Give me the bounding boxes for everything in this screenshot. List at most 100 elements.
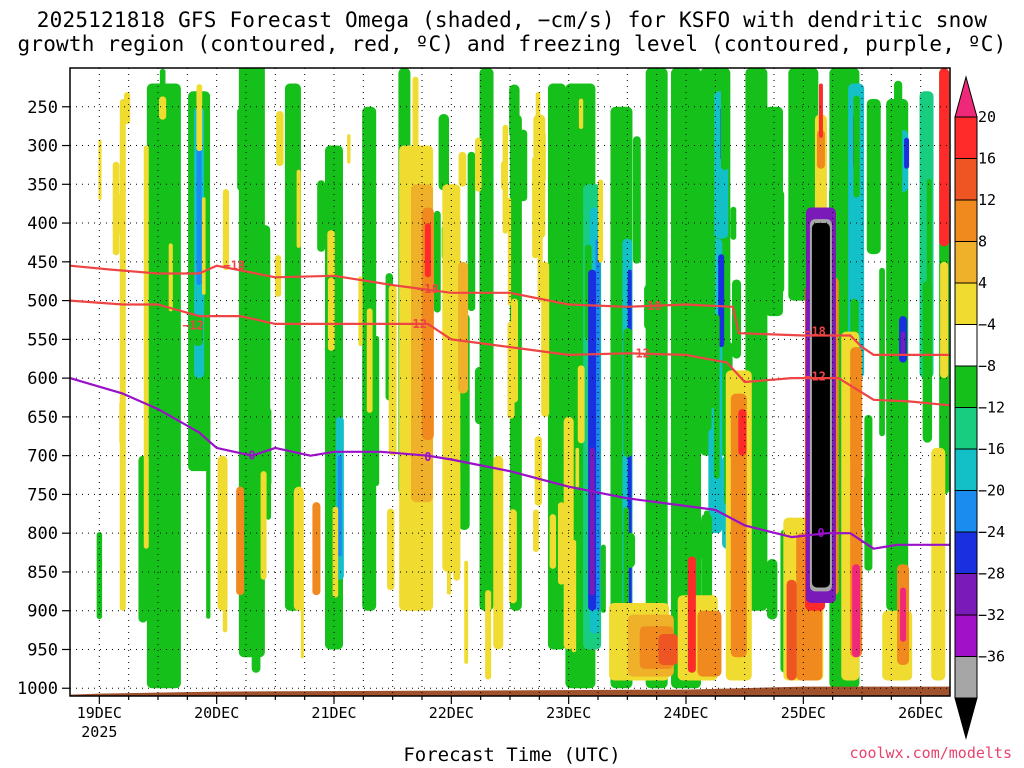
omega-cell [373,335,380,486]
colorbar-bin [954,656,978,699]
omega-cell [509,509,517,604]
dgz-minus18-line [70,264,950,356]
colorbar-bin [954,448,978,491]
ascent-band-core [589,447,595,596]
omega-cell [474,366,486,425]
omega-cell [337,455,342,557]
omega-cell [501,160,508,191]
omega-cell [388,285,397,456]
colorbar-label: 20 [978,108,996,126]
omega-cell [146,83,181,689]
omega-cell [293,486,304,611]
colorbar-label: −8 [978,357,996,375]
freezing-level-label: 0 [817,526,824,540]
omega-cell [549,514,557,569]
omega-cell [922,280,933,443]
colorbar-label: 8 [978,233,987,251]
colorbar-bin [954,490,978,533]
omega-cell [327,277,335,351]
omega-cell [479,68,494,611]
omega-cell [467,151,476,312]
omega-cell [433,210,441,313]
omega-cell [718,254,725,348]
omega-cell [879,267,885,437]
credit-link[interactable]: coolwx.com/modelts [849,744,1012,762]
omega-cell [424,223,431,278]
colorbar-bin [954,116,978,159]
y-tick-label: 950 [27,640,58,660]
colorbar-bin [954,407,978,450]
omega-cell [713,314,720,479]
omega-cell [236,486,245,596]
colorbar-bin [954,199,978,242]
omega-cell [931,447,946,681]
ground-surface [70,686,950,696]
y-tick-label: 550 [27,330,58,350]
omega-cell [222,189,230,270]
omega-cell [366,308,373,413]
omega-cell [202,197,206,295]
omega-cell [697,610,722,677]
y-tick-label: 400 [27,214,58,234]
omega-cell [312,502,321,596]
omega-cell [519,129,528,202]
freezing-level-label: 0 [424,450,431,464]
dgz-minus12-label: −12 [804,370,826,384]
omega-cell [687,556,696,673]
omega-cell [458,151,467,187]
omega-cell [575,447,580,488]
axes: 250 300 350 400 450 500 550 600 650 700 750 800 850 9… [17,98,943,741]
omega-cell [632,136,641,264]
omega-cell [96,532,103,620]
omega-cell [332,506,339,598]
omega-cell [644,284,654,330]
omega-cell [756,510,767,563]
descent-core-dec25 [811,223,830,588]
y-tick-label: 250 [27,98,58,118]
x-tick-label: 24DEC [663,704,708,722]
omega-cell [853,95,860,198]
colorbar-bin [954,531,978,574]
omega-cell [238,68,265,658]
colorbar-bin [954,158,978,201]
colorbar-label: −16 [978,440,1005,458]
colorbar: 20 16 12 8 4 −4 −8 −12 −16 −20 −24 −28 −32 −36 [954,75,1005,740]
omega-cell [507,321,515,419]
omega-cell [264,408,272,487]
omega-cell [237,107,246,192]
omega-cell [658,633,679,665]
omega-cell [766,559,778,620]
y-tick-label: 650 [27,408,58,428]
omega-cell [276,110,284,167]
colorbar-bin [954,241,978,284]
x-tick-label: 23DEC [546,704,591,722]
y-tick-label: 600 [27,369,58,389]
y-tick-label: 750 [27,485,58,505]
chart-title-line2: growth region (contoured, red, ºC) and f… [17,32,1007,56]
omega-shading [96,68,950,689]
dgz-minus12-line [70,299,950,407]
dgz-minus18-label: −18 [804,325,826,339]
omega-cell [577,365,585,444]
y-tick-label: 900 [27,602,58,622]
dgz-minus18-label: −18 [223,259,245,273]
omega-cell [541,261,550,417]
omega-cell [557,502,565,585]
colorbar-top-arrow [954,75,978,118]
dgz-minus12-label: −12 [182,318,204,332]
omega-cell [595,238,601,611]
colorbar-label: −24 [978,523,1005,541]
x-tick-label: 22DEC [429,704,474,722]
omega-cell [259,225,271,448]
omega-cell [296,169,301,248]
omega-cell [493,455,504,650]
omega-cell [600,544,606,613]
y-tick-label: 450 [27,253,58,273]
colorbar-label: 12 [978,191,996,209]
colorbar-label: 16 [978,150,996,168]
omega-cell [464,560,469,664]
omega-cell [730,393,747,658]
omega-cell [358,276,363,347]
omega-cell [485,590,492,680]
y-tick-label: 500 [27,292,58,312]
